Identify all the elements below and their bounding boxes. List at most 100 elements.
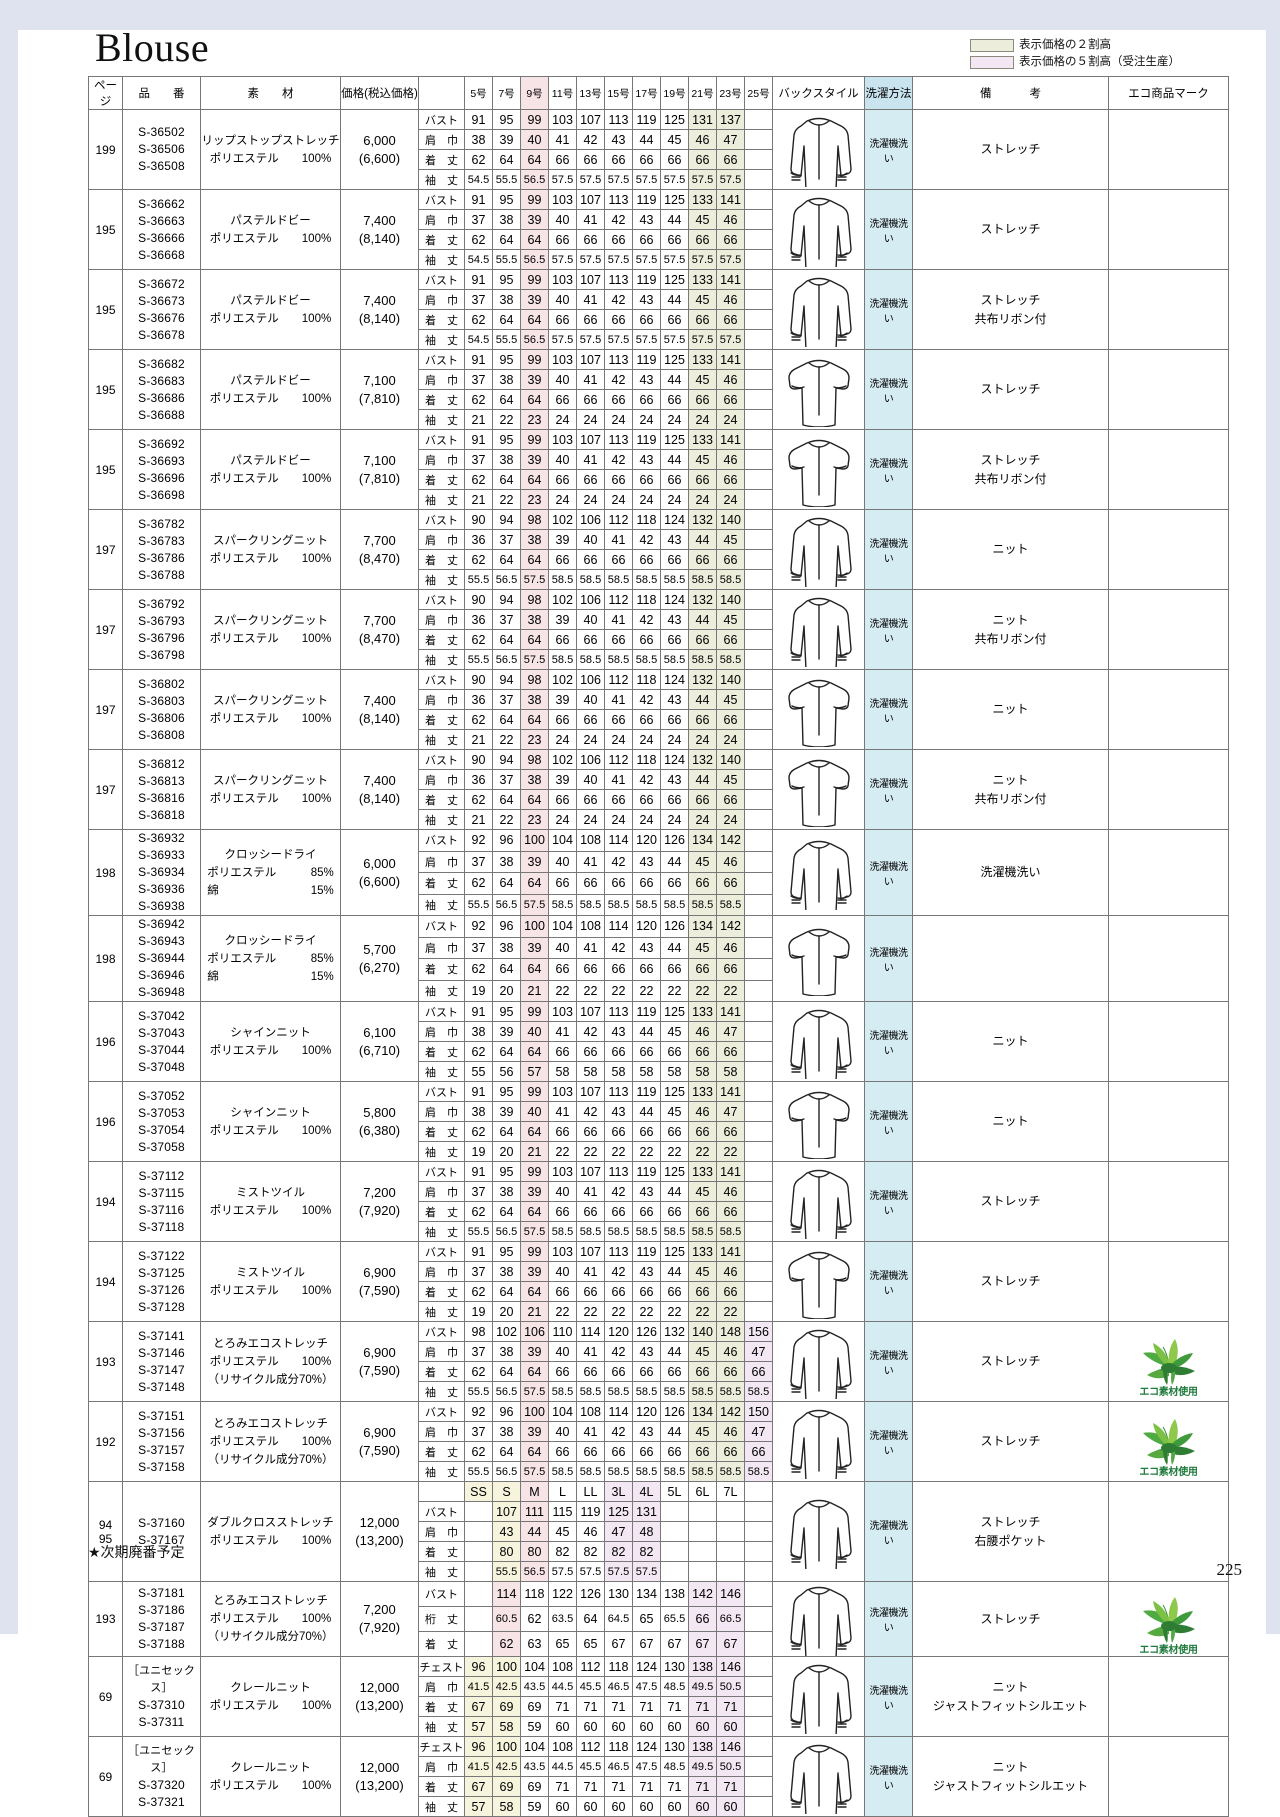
cell-product-codes: S-37042 S-37043 S-37044 S-37048 [122,1001,201,1082]
cell-measurement: 66 [548,1281,577,1302]
cell-measurement: 96 [492,915,521,938]
cell-measurement: 102 [492,1321,521,1342]
cell-measurement: 38 [492,850,521,873]
cell-measurement [744,309,773,330]
cell-measurement: 40 [520,1101,549,1122]
cell-measurement: 55.5 [464,569,493,590]
cell-measurement: 69 [492,1776,521,1797]
cell-measurement: 58.5 [576,569,605,590]
cell-eco-mark [1108,429,1229,510]
cell-product-codes: S-36802 S-36803 S-36806 S-36808 [122,669,201,750]
cell-measurement [744,109,773,130]
cell-measurement [744,1541,773,1562]
cell-measurement: 119 [632,349,661,370]
cell-material: シャインニット ポリエステル 100% [200,1081,341,1162]
cell-back-style [772,189,865,270]
cell-price: 7,400 (8,140) [340,189,419,270]
cell-measurement: 120 [632,829,661,852]
cell-measurement: 60 [604,1716,633,1737]
cell-measurement: 64 [520,1041,549,1062]
cell-wash-method: 洗濯機洗い [864,429,913,510]
cell-measurement: 71 [548,1696,577,1717]
cell-measurement: 58 [576,1061,605,1082]
cell-measurement: 21 [464,729,493,750]
back-style-long-sleeve-icon [789,597,852,667]
table-row: 198 S-36942 S-36943 S-36944 S-36946 S-36948 クロ… [88,915,1229,1002]
cell-measurement [744,1656,773,1677]
cell-measurement: 66 [548,309,577,330]
cell-measurement: 58 [604,1061,633,1082]
cell-back-style [772,915,865,1002]
cell-wash-method: 洗濯機洗い [864,1241,913,1322]
cell-measurement [744,1561,773,1582]
cell-dim-label: 肩 巾 [418,289,465,310]
cell-measurement: 45.5 [576,1676,605,1697]
cell-measurement: 108 [548,1736,577,1757]
cell-back-style [772,1081,865,1162]
cell-measurement: 132 [688,749,717,770]
cell-measurement: 57.5 [688,169,717,190]
table-row: 肩 巾 36 37 38 39 40 41 42 43 44 45 [89,609,1229,630]
cell-measurement [716,1561,745,1582]
cell-measurement: 66 [548,1361,577,1382]
cell-measurement: 134 [688,1401,717,1422]
cell-measurement: 39 [548,689,577,710]
cell-measurement: 66 [632,1441,661,1462]
cell-material: クロッシードライ ポリエステル 85% 綿 15% [200,915,341,1002]
cell-measurement: 39 [520,936,549,959]
table-row: 着 丈 62 64 64 66 66 66 66 66 66 66 [89,1041,1229,1062]
cell-page: 197 [88,669,123,750]
cell-eco-mark: エコ素材使用 [1108,1581,1229,1657]
cell-measurement: 43 [660,689,689,710]
cell-measurement: 45 [548,1521,577,1542]
cell-measurement: 141 [716,1161,745,1182]
cell-measurement: 98 [520,589,549,610]
cell-material: パステルドビー ポリエステル 100% [200,269,341,350]
cell-notes: ニット 共布リボン付 [912,589,1109,670]
cell-measurement: 58.5 [548,1381,577,1402]
cell-measurement [744,1776,773,1797]
cell-measurement: 62 [520,1606,549,1632]
cell-dim-label: 肩 巾 [418,850,465,873]
cell-measurement: 65.5 [660,1606,689,1632]
cell-measurement: 42 [576,1021,605,1042]
cell-dim-label: 着 丈 [418,1201,465,1222]
cell-measurement: 66 [604,1201,633,1222]
cell-measurement: 148 [716,1321,745,1342]
cell-measurement: 66 [604,789,633,810]
cell-measurement: 56.5 [492,1461,521,1482]
eco-mark-label: エコ素材使用 [1139,1387,1198,1398]
cell-dim-label: 肩 巾 [418,1101,465,1122]
cell-measurement: 142 [716,1401,745,1422]
cell-measurement: 125 [660,1001,689,1022]
cell-measurement: 90 [464,669,493,690]
cell-measurement: 119 [632,429,661,450]
cell-material: ダブルクロスストレッチ ポリエステル 100% [200,1481,341,1582]
cell-measurement: 106 [576,749,605,770]
cell-measurement: 46 [716,449,745,470]
cell-measurement: 71 [604,1776,633,1797]
cell-measurement: 22 [688,1141,717,1162]
cell-eco-mark [1108,1001,1229,1082]
cell-notes: ニット [912,509,1109,590]
cell-wash-method: 洗濯機洗い [864,669,913,750]
cell-measurement: 118 [632,749,661,770]
cell-measurement [744,389,773,410]
cell-measurement: 57.5 [520,649,549,670]
cell-measurement [744,669,773,690]
cell-measurement: 92 [464,1401,493,1422]
cell-measurement: 42 [604,936,633,959]
cell-measurement: 40 [520,1021,549,1042]
cell-dim-label: 肩 巾 [418,369,465,390]
cell-measurement: 43 [660,769,689,790]
cell-measurement: 62 [464,789,493,810]
cell-dim-label: バスト [418,269,465,290]
cell-measurement: 66 [688,549,717,570]
cell-measurement: 113 [604,429,633,450]
cell-measurement: 45 [688,1421,717,1442]
cell-measurement [744,749,773,770]
cell-measurement: 92 [464,829,493,852]
cell-material: とろみエコストレッチ ポリエステル 100% （リサイクル成分70%） [200,1401,341,1482]
cell-material: クレールニット ポリエステル 100% [200,1656,341,1737]
cell-measurement: 55.5 [464,649,493,670]
